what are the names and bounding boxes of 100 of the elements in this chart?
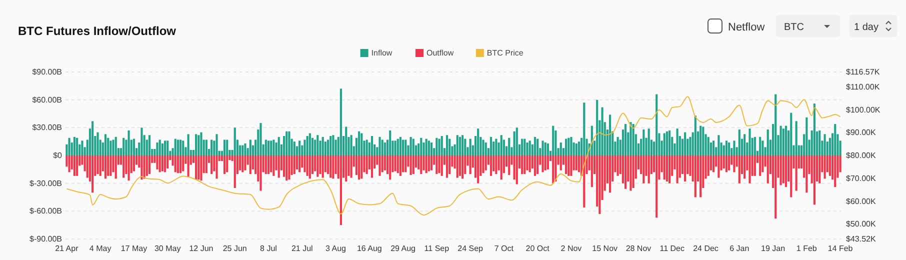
- bar: [694, 156, 696, 198]
- x-tick-label: 17 May: [120, 244, 148, 253]
- bar: [216, 156, 218, 179]
- bar: [700, 156, 702, 198]
- bar: [524, 156, 526, 174]
- bar: [648, 128, 650, 156]
- bar: [412, 138, 414, 156]
- bar: [358, 131, 360, 156]
- bar: [694, 116, 696, 156]
- bar: [140, 128, 143, 156]
- bar: [308, 156, 311, 179]
- bar: [482, 156, 484, 174]
- bar: [546, 156, 549, 170]
- bar: [244, 156, 246, 170]
- bar: [99, 156, 102, 176]
- x-tick-label: 14 Feb: [828, 244, 854, 253]
- bar: [110, 140, 112, 156]
- bar: [666, 156, 668, 182]
- bar: [528, 140, 531, 156]
- bar: [340, 88, 342, 156]
- bar: [158, 140, 161, 156]
- bar: [834, 124, 836, 156]
- bar: [508, 156, 510, 175]
- bar: [412, 156, 414, 174]
- bar: [128, 156, 130, 181]
- bar: [676, 156, 678, 184]
- bar: [552, 126, 554, 156]
- bar: [795, 156, 798, 191]
- bar: [554, 130, 557, 156]
- bar: [744, 156, 746, 179]
- bar: [332, 156, 334, 179]
- bar: [482, 140, 484, 156]
- bar: [684, 156, 686, 182]
- bar: [396, 138, 399, 156]
- bar: [462, 135, 464, 156]
- bar: [544, 142, 546, 156]
- x-tick-label: 8 Jul: [260, 244, 278, 253]
- bar: [76, 156, 78, 176]
- bar: [718, 156, 720, 178]
- bar: [707, 136, 710, 156]
- bar: [288, 131, 290, 156]
- bar: [410, 136, 412, 156]
- bar: [795, 121, 798, 156]
- x-tick-label: 30 May: [154, 244, 181, 253]
- bar: [536, 138, 539, 156]
- bar: [322, 136, 324, 156]
- bar: [122, 156, 125, 178]
- bar: [107, 138, 110, 156]
- bar: [534, 136, 536, 156]
- bar: [272, 156, 275, 176]
- bar: [420, 156, 422, 174]
- bar: [428, 140, 430, 156]
- bar: [762, 140, 764, 156]
- bar: [630, 122, 632, 156]
- bar: [702, 126, 704, 156]
- bar: [813, 104, 816, 156]
- bar: [609, 156, 612, 193]
- bar: [216, 134, 218, 156]
- bar: [176, 140, 179, 156]
- bar: [404, 156, 407, 172]
- bar: [712, 156, 715, 172]
- bar: [140, 156, 143, 180]
- bar: [322, 156, 324, 178]
- bar: [110, 156, 112, 176]
- bar: [81, 140, 84, 156]
- bar: [456, 156, 458, 178]
- x-tick-label: 2 Nov: [560, 244, 582, 253]
- bar: [384, 156, 386, 170]
- bar: [700, 126, 702, 156]
- bar: [484, 156, 487, 170]
- y-tick-label: $90.00B: [32, 68, 62, 76]
- bar: [104, 134, 107, 156]
- bar: [526, 142, 528, 156]
- x-tick-label: 15 Nov: [592, 244, 618, 253]
- bar: [656, 94, 658, 156]
- bar: [68, 138, 70, 156]
- bar: [733, 156, 736, 172]
- bar: [304, 140, 306, 156]
- bar: [104, 156, 107, 179]
- bar: [422, 156, 425, 170]
- bar: [195, 134, 198, 156]
- bar: [86, 156, 88, 178]
- x-tick-label: 21 Apr: [55, 244, 79, 253]
- bar: [718, 135, 720, 156]
- bar: [513, 131, 516, 156]
- bar: [490, 156, 492, 176]
- x-tick-label: 6 Jan: [730, 244, 750, 253]
- bar: [242, 145, 244, 156]
- bar: [198, 156, 200, 180]
- bar: [456, 135, 458, 156]
- bar: [146, 156, 148, 176]
- bar: [484, 142, 487, 156]
- y2-tick-label: $70.00K: [846, 174, 876, 183]
- bar: [174, 156, 176, 172]
- bar: [570, 156, 572, 176]
- bar: [345, 126, 348, 156]
- bar: [436, 156, 438, 174]
- bar: [92, 156, 94, 193]
- bar: [766, 156, 769, 184]
- bar: [132, 156, 135, 172]
